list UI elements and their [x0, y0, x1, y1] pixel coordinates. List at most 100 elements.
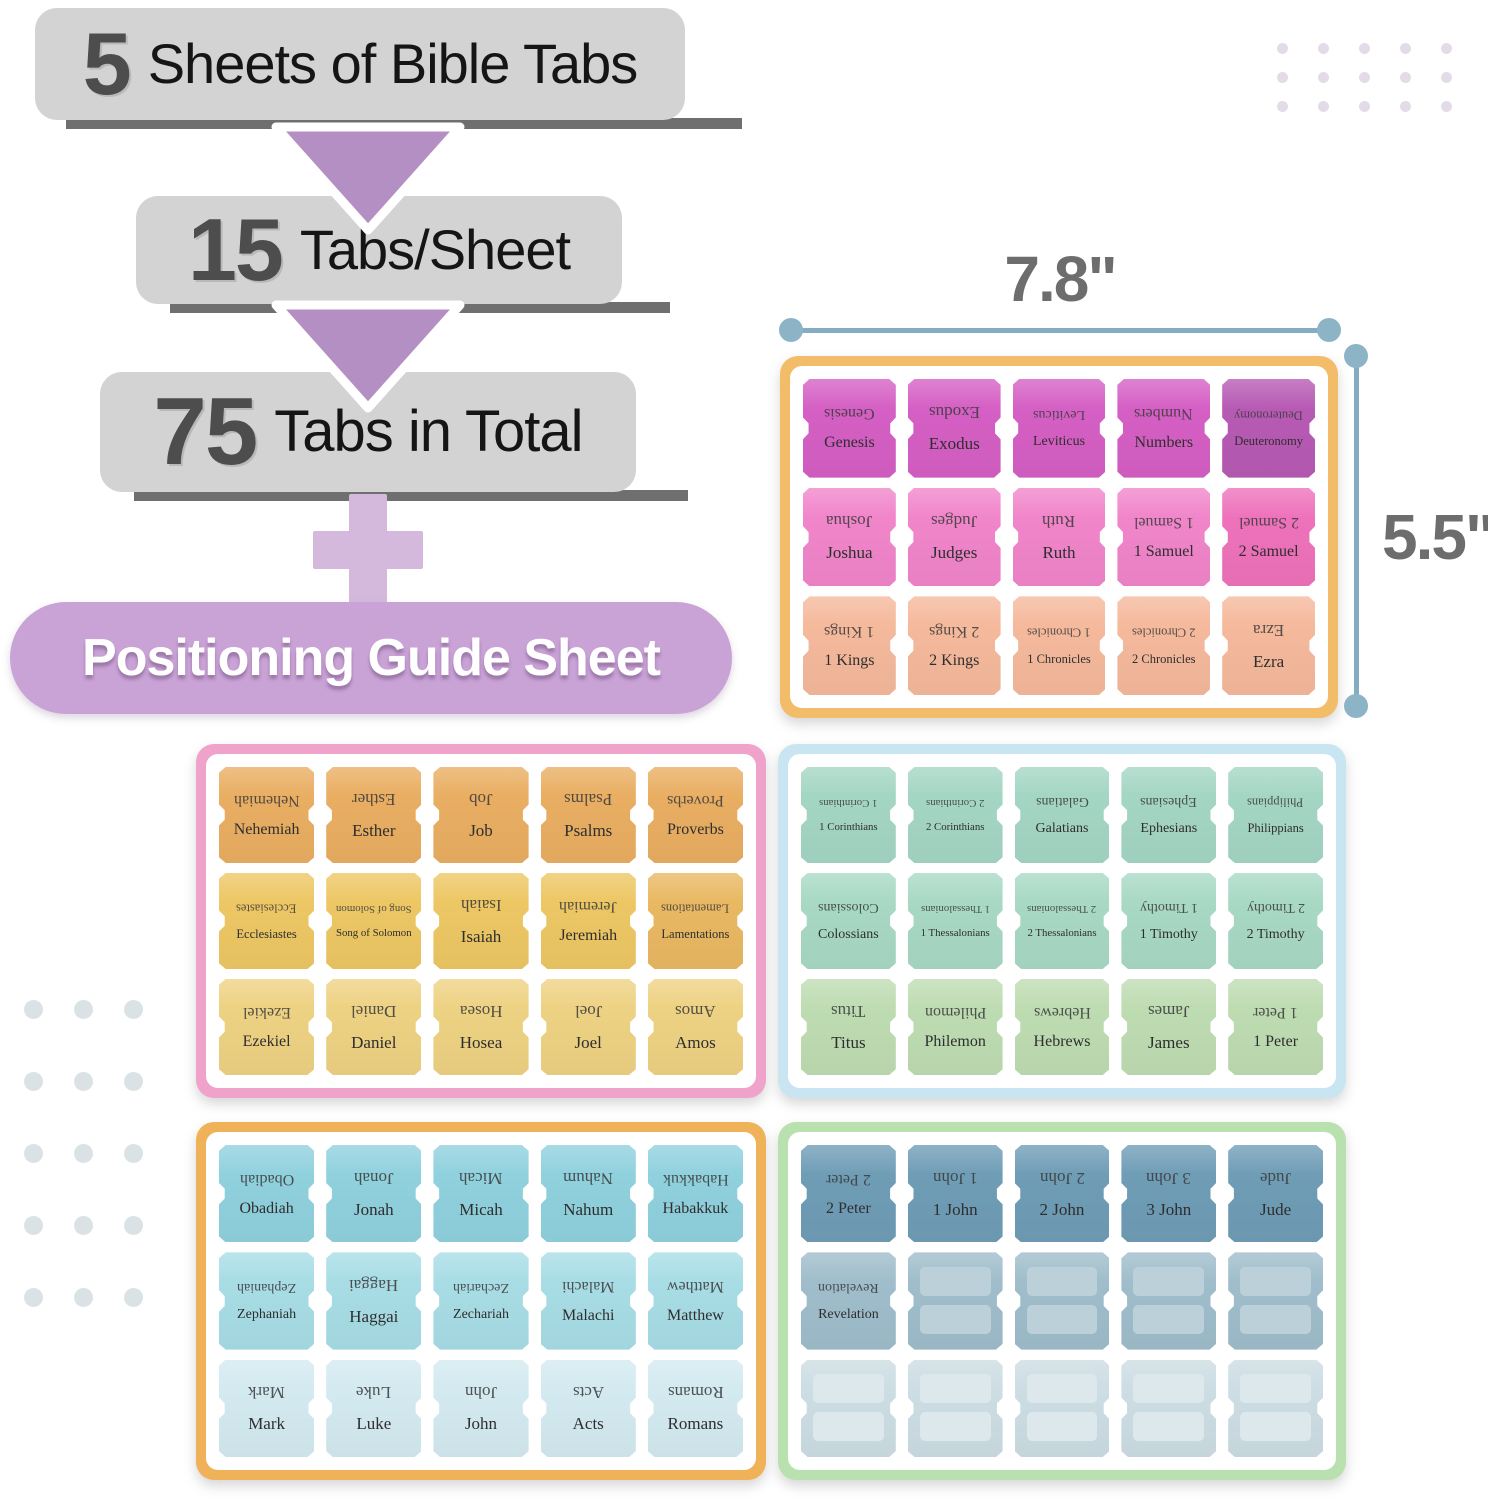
blank-tab-panel	[813, 1374, 884, 1404]
bible-tab-proverbs: Proverbs Proverbs	[647, 767, 744, 863]
tab-label-mirrored: Ezekiel	[242, 1004, 291, 1021]
blank-tab	[801, 1359, 896, 1457]
bible-tab-philippians: Philippians Philippians	[1228, 767, 1323, 863]
width-dimension-label: 7.8"	[1004, 243, 1117, 315]
decor-dot	[74, 1144, 93, 1163]
tab-row: Obadiah Obadiah Jonah Jonah Micah Micah Nahum N…	[219, 1145, 744, 1243]
tab-label: 3 John	[1146, 1199, 1192, 1219]
tab-label: 1 Peter	[1253, 1033, 1299, 1050]
tab-label: Song of Solomon	[336, 927, 412, 939]
width-dimension-line	[791, 328, 1329, 333]
bible-tab-philemon: Philemon Philemon	[907, 979, 1003, 1075]
tab-label-mirrored: Nahum	[563, 1168, 614, 1188]
blank-tab-panel	[1133, 1304, 1205, 1335]
bible-tab-1-samuel: 1 Samuel 1 Samuel	[1117, 487, 1211, 587]
decor-dot	[1359, 43, 1370, 54]
blank-tab	[1228, 1252, 1323, 1350]
tab-label-mirrored: 1 Corinthians	[819, 797, 878, 809]
bible-tab-exodus: Exodus Exodus	[907, 379, 1001, 478]
dimension-endpoint-dot	[1317, 318, 1341, 342]
sheet-paper: Nehemiah Nehemiah Esther Esther Job Job Psalms…	[206, 754, 756, 1088]
tabs-per-sheet-text: Tabs/Sheet	[299, 218, 571, 281]
tab-label-mirrored: Titus	[831, 1002, 866, 1021]
tab-label: Obadiah	[239, 1199, 294, 1217]
decor-dot	[1277, 43, 1288, 54]
tab-label: 2 Kings	[929, 651, 980, 669]
bible-tab-luke: Luke Luke	[326, 1359, 422, 1457]
tab-label-mirrored: Lamentations	[661, 901, 730, 915]
sheet-paper: 2 Peter 2 Peter 1 John 1 John 2 John 2 John 3 …	[788, 1132, 1336, 1470]
sheet-count-text: Sheets of Bible Tabs	[147, 32, 639, 95]
tab-label: 2 Peter	[825, 1199, 871, 1217]
sheet-paper: Genesis Genesis Exodus Exodus Leviticus Levit…	[790, 366, 1328, 708]
tab-label: 1 Timothy	[1139, 927, 1198, 942]
bible-tab-psalms: Psalms Psalms	[540, 767, 636, 863]
bible-tab-1-thessalonians: 1 Thessalonians 1 Thessalonians	[907, 873, 1003, 969]
bible-tab-genesis: Genesis Genesis	[803, 379, 896, 478]
tab-label: Zephaniah	[237, 1306, 297, 1322]
bible-tab-amos: Amos Amos	[647, 979, 744, 1075]
tab-row: Ecclesiastes Ecclesiastes Song of Solomon S…	[219, 873, 744, 969]
blank-tab-panel	[1026, 1374, 1098, 1404]
decorative-dot-grid	[1277, 43, 1452, 112]
decor-dot	[24, 1072, 43, 1091]
tab-label: Proverbs	[666, 821, 724, 838]
bible-tab-colossians: Colossians Colossians	[801, 873, 896, 969]
tab-label-mirrored: Song of Solomon	[336, 903, 412, 915]
tab-label-mirrored: Mark	[248, 1383, 286, 1403]
tab-label: Acts	[572, 1414, 604, 1434]
tab-label-mirrored: Isaiah	[460, 896, 502, 915]
bible-tab-2-thessalonians: 2 Thessalonians 2 Thessalonians	[1014, 873, 1110, 969]
blank-tab-panel	[1026, 1304, 1098, 1335]
tab-row: Colossians Colossians 1 Thessalonians 1 The…	[801, 873, 1323, 969]
blank-tab	[1014, 1359, 1110, 1457]
banner-sheet-count: 5 Sheets of Bible Tabs	[35, 8, 685, 120]
blank-tab-panel	[919, 1304, 991, 1335]
tab-row: Nehemiah Nehemiah Esther Esther Job Job Psalms…	[219, 767, 744, 863]
bible-tab-hebrews: Hebrews Hebrews	[1014, 979, 1110, 1075]
bible-tab-2-timothy: 2 Timothy 2 Timothy	[1228, 873, 1323, 969]
bible-tab-joel: Joel Joel	[540, 979, 636, 1075]
tab-row: Ezekiel Ezekiel Daniel Daniel Hosea Hosea Joel…	[219, 979, 744, 1075]
bible-tab-romans: Romans Romans	[647, 1359, 744, 1457]
tab-label-mirrored: Zechariah	[453, 1279, 509, 1295]
decor-dot	[24, 1216, 43, 1235]
decor-dot	[24, 1000, 43, 1019]
bible-tab-joshua: Joshua Joshua	[803, 487, 896, 587]
tab-label-mirrored: Jonah	[353, 1168, 394, 1188]
tab-label: 2 Thessalonians	[1027, 927, 1097, 939]
tab-label: Galatians	[1035, 821, 1089, 836]
tab-row: Titus Titus Philemon Philemon Hebrews Hebrews…	[801, 979, 1323, 1075]
bible-tab-esther: Esther Esther	[326, 767, 422, 863]
blank-tab-panel	[813, 1412, 884, 1442]
bible-tab-judges: Judges Judges	[907, 487, 1001, 587]
tab-label-mirrored: Genesis	[824, 405, 875, 423]
tab-label: Philippians	[1247, 821, 1304, 835]
bible-tab-ezra: Ezra Ezra	[1222, 596, 1315, 696]
decor-dot	[24, 1288, 43, 1307]
tab-label-mirrored: Nehemiah	[233, 792, 300, 809]
decor-dot	[24, 1144, 43, 1163]
bible-tab-1-kings: 1 Kings 1 Kings	[803, 596, 896, 696]
tab-label: Amos	[675, 1033, 716, 1052]
blank-tab	[1014, 1252, 1110, 1350]
tab-label: Colossians	[818, 927, 879, 942]
tab-label: Nahum	[563, 1199, 614, 1219]
tab-label-mirrored: Ruth	[1042, 512, 1076, 531]
tab-label-mirrored: Galatians	[1035, 794, 1089, 809]
decorative-dot-grid	[24, 1000, 143, 1307]
tab-label-mirrored: Matthew	[666, 1277, 724, 1295]
bible-tab-nahum: Nahum Nahum	[540, 1145, 636, 1243]
tab-label-mirrored: Philemon	[924, 1004, 986, 1021]
blank-tab-panel	[919, 1374, 991, 1404]
tab-label-mirrored: Colossians	[818, 900, 879, 915]
tab-label: Deuteronomy	[1234, 434, 1303, 449]
tab-label-mirrored: Ezra	[1253, 620, 1285, 640]
tab-label-mirrored: Ephesians	[1140, 794, 1198, 809]
tab-label-mirrored: 2 Samuel	[1238, 514, 1299, 531]
tab-label-mirrored: 1 Thessalonians	[920, 903, 990, 915]
tab-label: Romans	[667, 1414, 724, 1434]
tab-label-mirrored: Ecclesiastes	[236, 901, 297, 915]
decor-dot	[124, 1000, 143, 1019]
